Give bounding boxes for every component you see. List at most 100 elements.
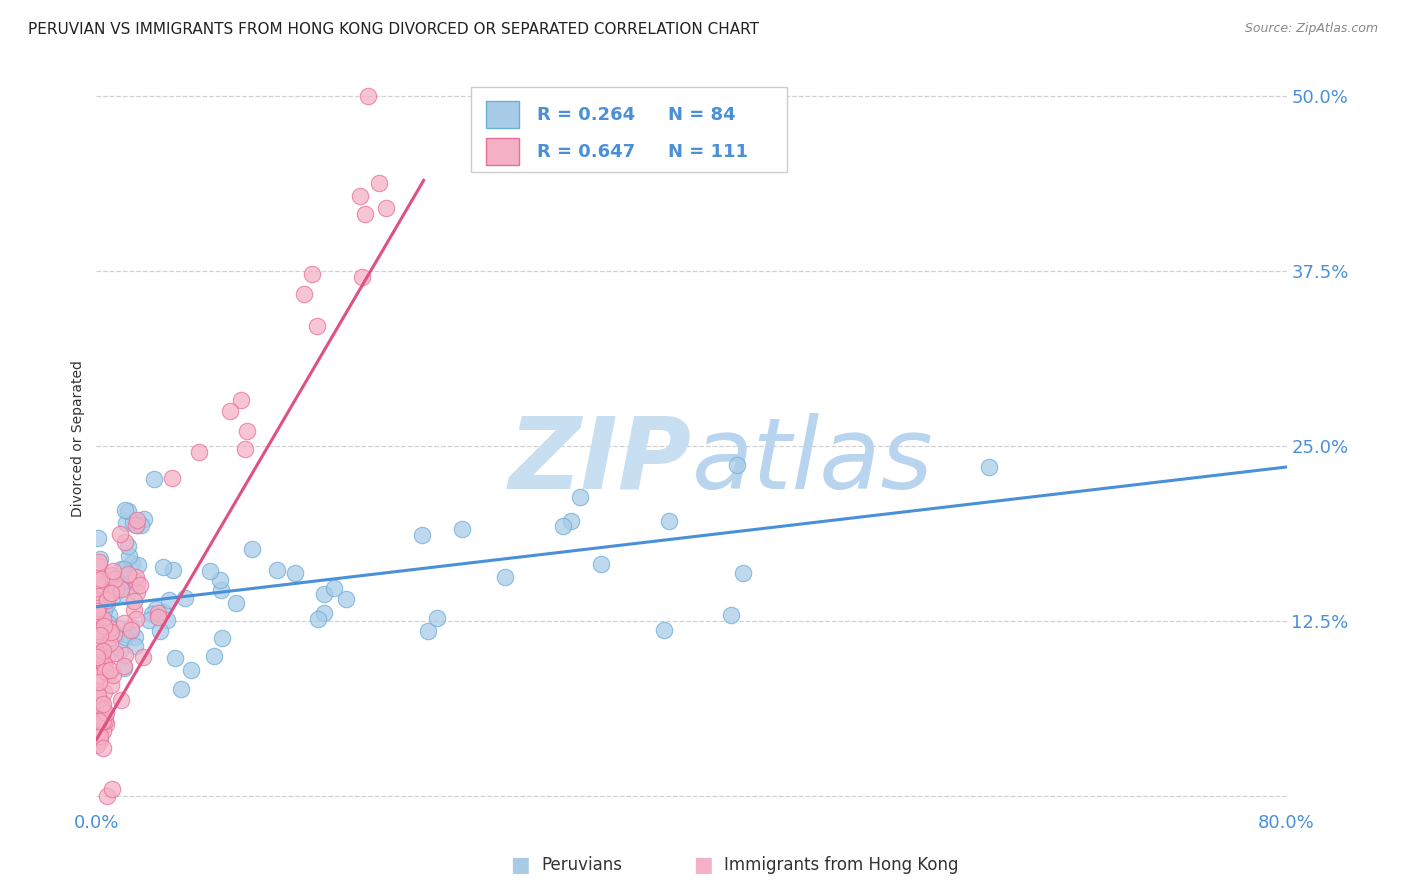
Peruvians <box>725 458 748 473</box>
Text: ZIP: ZIP <box>509 413 692 509</box>
Immigrants from Hong Kong <box>100 586 122 600</box>
Immigrants from Hong Kong <box>124 570 146 584</box>
Immigrants from Hong Kong <box>100 781 122 796</box>
Bar <box>485 101 519 128</box>
Peruvians <box>141 607 163 622</box>
Immigrants from Hong Kong <box>105 582 128 597</box>
Immigrants from Hong Kong <box>93 665 115 679</box>
Peruvians <box>312 587 335 601</box>
Peruvians <box>209 582 232 597</box>
Immigrants from Hong Kong <box>89 729 111 743</box>
Immigrants from Hong Kong <box>89 653 111 667</box>
Immigrants from Hong Kong <box>349 188 371 202</box>
Immigrants from Hong Kong <box>367 176 389 190</box>
Peruvians <box>110 561 132 575</box>
Immigrants from Hong Kong <box>100 568 122 582</box>
Text: N = 84: N = 84 <box>668 106 735 124</box>
Immigrants from Hong Kong <box>86 593 108 607</box>
Peruvians <box>117 539 139 553</box>
Immigrants from Hong Kong <box>87 590 110 604</box>
Peruvians <box>124 630 146 644</box>
Immigrants from Hong Kong <box>86 573 108 587</box>
Immigrants from Hong Kong <box>91 697 114 711</box>
Immigrants from Hong Kong <box>93 714 115 729</box>
Immigrants from Hong Kong <box>357 89 380 103</box>
Peruvians <box>450 522 472 536</box>
Immigrants from Hong Kong <box>96 590 118 604</box>
Immigrants from Hong Kong <box>112 659 135 673</box>
Immigrants from Hong Kong <box>90 695 112 709</box>
Immigrants from Hong Kong <box>94 717 117 731</box>
Immigrants from Hong Kong <box>101 564 124 578</box>
Immigrants from Hong Kong <box>87 646 110 660</box>
Immigrants from Hong Kong <box>87 601 110 615</box>
Immigrants from Hong Kong <box>128 578 150 592</box>
Text: N = 111: N = 111 <box>668 144 748 161</box>
Immigrants from Hong Kong <box>100 678 122 692</box>
Immigrants from Hong Kong <box>96 593 118 607</box>
Peruvians <box>157 592 180 607</box>
Immigrants from Hong Kong <box>93 684 115 698</box>
Peruvians <box>418 624 440 638</box>
Immigrants from Hong Kong <box>110 582 132 597</box>
Immigrants from Hong Kong <box>122 594 145 608</box>
Peruvians <box>134 512 156 526</box>
Immigrants from Hong Kong <box>114 648 136 662</box>
Peruvians <box>411 527 433 541</box>
Peruvians <box>180 663 202 677</box>
Peruvians <box>551 519 574 533</box>
Bar <box>485 138 519 165</box>
Immigrants from Hong Kong <box>89 628 111 642</box>
Peruvians <box>124 640 146 654</box>
Peruvians <box>97 616 120 631</box>
FancyBboxPatch shape <box>471 87 787 172</box>
Immigrants from Hong Kong <box>86 697 108 711</box>
Immigrants from Hong Kong <box>86 684 108 698</box>
Peruvians <box>165 651 187 665</box>
Immigrants from Hong Kong <box>101 582 124 597</box>
Text: R = 0.647: R = 0.647 <box>537 144 636 161</box>
Peruvians <box>87 531 110 545</box>
Peruvians <box>89 610 111 624</box>
Peruvians <box>426 611 449 625</box>
Immigrants from Hong Kong <box>98 636 121 650</box>
Immigrants from Hong Kong <box>91 612 114 626</box>
Immigrants from Hong Kong <box>122 602 145 616</box>
Immigrants from Hong Kong <box>90 649 112 664</box>
Immigrants from Hong Kong <box>90 577 112 591</box>
Immigrants from Hong Kong <box>125 518 148 533</box>
Peruvians <box>733 566 755 580</box>
Peruvians <box>110 581 132 595</box>
Immigrants from Hong Kong <box>87 622 110 636</box>
Text: Immigrants from Hong Kong: Immigrants from Hong Kong <box>724 856 959 874</box>
Peruvians <box>589 557 612 571</box>
Immigrants from Hong Kong <box>89 675 111 690</box>
Peruvians <box>307 612 329 626</box>
Immigrants from Hong Kong <box>146 606 169 620</box>
Text: Source: ZipAtlas.com: Source: ZipAtlas.com <box>1244 22 1378 36</box>
Peruvians <box>101 589 124 603</box>
Immigrants from Hong Kong <box>353 207 375 221</box>
Immigrants from Hong Kong <box>148 610 170 624</box>
Peruvians <box>494 570 516 584</box>
Immigrants from Hong Kong <box>375 202 398 216</box>
Peruvians <box>156 613 179 627</box>
Peruvians <box>96 597 118 611</box>
Peruvians <box>98 568 121 582</box>
Immigrants from Hong Kong <box>86 738 108 752</box>
Immigrants from Hong Kong <box>301 268 323 282</box>
Immigrants from Hong Kong <box>90 572 112 586</box>
Y-axis label: Divorced or Separated: Divorced or Separated <box>72 360 86 517</box>
Peruvians <box>103 575 125 590</box>
Immigrants from Hong Kong <box>93 658 115 673</box>
Immigrants from Hong Kong <box>91 724 114 739</box>
Peruvians <box>101 580 124 594</box>
Immigrants from Hong Kong <box>127 574 149 589</box>
Immigrants from Hong Kong <box>91 617 114 632</box>
Peruvians <box>568 490 591 504</box>
Immigrants from Hong Kong <box>89 597 111 611</box>
Peruvians <box>104 627 127 641</box>
Peruvians <box>560 514 582 528</box>
Immigrants from Hong Kong <box>104 646 127 660</box>
Peruvians <box>202 649 225 664</box>
